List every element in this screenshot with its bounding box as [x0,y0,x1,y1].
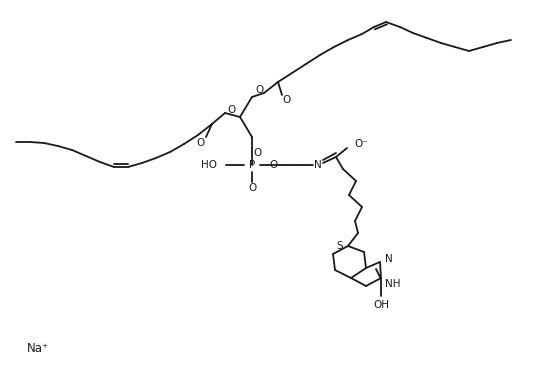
Text: S: S [336,241,343,251]
Text: O: O [253,148,261,158]
Text: O: O [196,138,204,148]
Text: N: N [385,254,393,264]
Text: O: O [282,95,290,105]
Text: Na⁺: Na⁺ [27,341,49,355]
Text: O: O [227,105,235,115]
Text: NH: NH [385,279,401,289]
Text: OH: OH [373,300,389,310]
Text: O: O [269,160,277,170]
Text: P: P [249,160,255,170]
Text: HO: HO [201,160,217,170]
Text: O: O [255,85,263,95]
Text: N: N [314,160,322,170]
Text: O: O [248,183,256,193]
Text: O⁻: O⁻ [354,139,368,149]
